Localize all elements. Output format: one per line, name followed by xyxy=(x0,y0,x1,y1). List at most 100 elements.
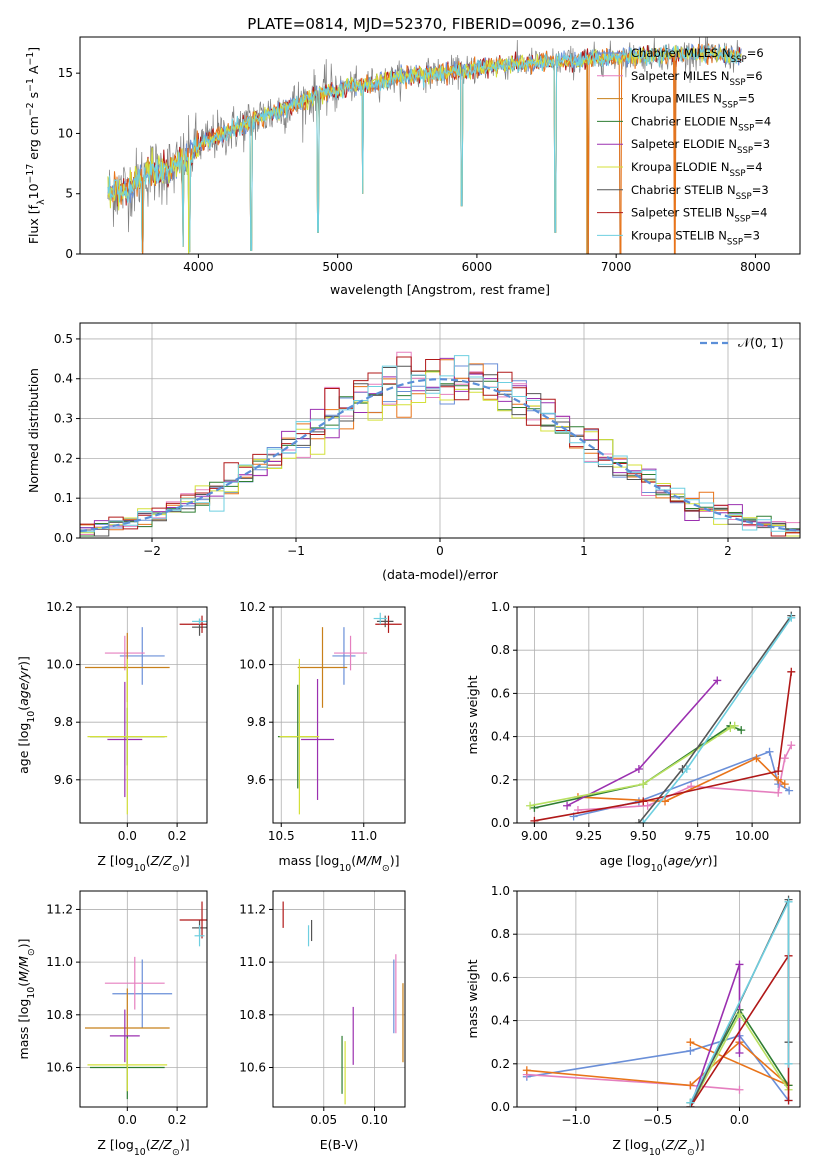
legend-label: Kroupa MILES NSSP=5 xyxy=(631,92,755,111)
y-tick-label: 0 xyxy=(65,247,73,261)
figure-title: PLATE=0814, MJD=52370, FIBERID=0096, z=0… xyxy=(247,15,634,33)
mass-weight-point xyxy=(522,1066,531,1075)
axes-frame: −1.0 −0.5 0.0 0.0 0.2 0.4 0.6 0.8 1.0 Z [log10(Z/… xyxy=(465,884,801,1158)
y-tick-label: 10.6 xyxy=(239,1060,266,1074)
legend-label: Chabrier STELIB NSSP=3 xyxy=(631,183,769,202)
y-tick-label: 0.2 xyxy=(54,451,73,465)
histogram-line xyxy=(80,356,800,537)
mass-weight-line xyxy=(529,725,736,807)
mass-weight-point xyxy=(530,816,539,823)
y-tick-label: 0.4 xyxy=(491,730,510,744)
axes-frame: 0.0 0.2 10.6 10.8 11.0 11.2 Z [log10(Z/Z⊙)] mas… xyxy=(16,890,208,1158)
x-tick-label: 10.5 xyxy=(268,829,295,843)
y-tick-label: 1.0 xyxy=(491,600,510,614)
x-tick-label: 0.0 xyxy=(730,1113,749,1127)
mass-weight-point xyxy=(787,741,796,750)
mass-weight-point xyxy=(752,754,761,763)
legend-label: Kroupa STELIB NSSP=3 xyxy=(631,228,760,247)
mass-weight-point xyxy=(682,765,691,773)
x-tick-label: 7000 xyxy=(601,260,632,274)
x-tick-label: −0.5 xyxy=(643,1113,672,1127)
mass-weight-point xyxy=(735,1049,744,1057)
panel-mass-weight-vs-age: 9.00 9.25 9.50 9.75 10.00 0.0 0.2 0.4 0.6 0.8 1.0 a… xyxy=(465,600,801,874)
x-tick-label: 0.2 xyxy=(168,1113,187,1127)
x-axis-label: Z [log10(Z/Z⊙)] xyxy=(97,1137,189,1158)
y-tick-label: 10.8 xyxy=(239,1008,266,1022)
x-tick-label: 0.05 xyxy=(310,1113,337,1127)
x-tick-label: 0.10 xyxy=(361,1113,388,1127)
x-tick-label: −1 xyxy=(287,544,305,558)
y-tick-label: 11.2 xyxy=(239,902,266,916)
model-spectrum-line xyxy=(107,44,742,253)
y-axis-label: mass weight xyxy=(465,675,480,754)
x-axis-label: Z [log10(Z/Z⊙)] xyxy=(97,853,189,874)
plot-area xyxy=(84,901,207,1100)
histogram-line xyxy=(80,355,800,537)
legend-label: Chabrier MILES NSSP=6 xyxy=(631,46,764,65)
mass-weight-point xyxy=(563,801,572,810)
mass-weight-point xyxy=(774,788,783,797)
axes-box xyxy=(516,890,801,1108)
x-axis-label: wavelength [Angstrom, rest frame] xyxy=(330,282,550,297)
y-axis-label: Normed distribution xyxy=(26,368,41,493)
mass-weight-point xyxy=(730,721,739,730)
x-tick-label: 0.0 xyxy=(118,1113,137,1127)
mass-weight-line xyxy=(534,724,742,809)
y-tick-label: 0.4 xyxy=(54,372,73,386)
y-tick-label: 10 xyxy=(58,126,73,140)
legend-label: Salpeter ELODIE NSSP=3 xyxy=(631,137,770,156)
axes-frame: 9.00 9.25 9.50 9.75 10.00 0.0 0.2 0.4 0.6 0.8 1.0 a… xyxy=(465,600,801,874)
plot-area xyxy=(526,611,796,823)
x-axis-label: (data-model)/error xyxy=(382,567,499,582)
y-tick-label: 0.3 xyxy=(54,412,73,426)
panel-spectrum: 4000 5000 6000 7000 8000 0 5 10 15 wavelength [An… xyxy=(25,36,801,297)
x-tick-label: 2 xyxy=(724,544,732,558)
axes-frame: −2 −1 0 1 2 0.0 0.1 0.2 0.3 0.4 0.5 (data-model)/er… xyxy=(26,322,801,582)
mass-weight-point xyxy=(634,819,643,823)
legend-label: Salpeter STELIB NSSP=4 xyxy=(631,206,768,225)
mass-weight-point xyxy=(735,1085,744,1094)
y-axis-label: mass [log10(M/M⊙)] xyxy=(16,939,37,1060)
mass-weight-point xyxy=(713,676,722,685)
mass-weight-point xyxy=(686,1098,695,1107)
mass-weight-point xyxy=(787,613,796,622)
y-tick-label: 0.4 xyxy=(491,1014,510,1028)
x-tick-label: 10.00 xyxy=(735,829,769,843)
mass-weight-point xyxy=(774,767,783,776)
mass-weight-point xyxy=(686,1038,695,1047)
y-tick-label: 0.8 xyxy=(491,643,510,657)
x-tick-label: 8000 xyxy=(740,260,771,274)
y-tick-label: 0.2 xyxy=(491,773,510,787)
legend: Chabrier MILES NSSP=6 Salpeter MILES NSSP… xyxy=(597,46,771,247)
y-tick-label: 11.0 xyxy=(239,955,266,969)
mass-weight-point xyxy=(785,786,794,795)
y-tick-label: 9.8 xyxy=(54,715,73,729)
legend-label: Kroupa ELODIE NSSP=4 xyxy=(631,160,763,179)
x-tick-label: −2 xyxy=(143,544,161,558)
y-tick-label: 10.8 xyxy=(46,1008,73,1022)
mass-weight-point xyxy=(661,797,670,806)
panel-mass-weight-vs-Z: −1.0 −0.5 0.0 0.0 0.2 0.4 0.6 0.8 1.0 Z [log10(Z/… xyxy=(465,884,801,1158)
mass-weight-point xyxy=(639,797,648,806)
normal-curve-line xyxy=(80,378,800,533)
mass-weight-point xyxy=(737,726,746,735)
panel-mass-vs-EBV: 0.05 0.10 10.6 10.8 11.0 11.2 E(B-V) xyxy=(239,890,406,1152)
x-tick-label: 6000 xyxy=(462,260,493,274)
mass-weight-point xyxy=(686,1046,695,1055)
legend-label: 𝒩(0, 1) xyxy=(738,335,784,350)
panel-age-vs-mass: 10.5 11.0 9.6 9.8 10.0 10.2 mass [log10(M/M⊙)] xyxy=(239,600,406,874)
mass-weight-point xyxy=(765,747,774,756)
y-tick-label: 0.6 xyxy=(491,686,510,700)
legend-label: Salpeter MILES NSSP=6 xyxy=(631,69,763,88)
y-tick-label: 0.1 xyxy=(54,491,73,505)
x-tick-label: 9.25 xyxy=(575,829,602,843)
y-tick-label: 0.0 xyxy=(491,816,510,830)
x-tick-label: −1.0 xyxy=(561,1113,590,1127)
plot-area xyxy=(282,901,404,1105)
mass-weight-point xyxy=(639,819,648,823)
x-tick-label: 0.0 xyxy=(118,829,137,843)
mass-weight-point xyxy=(735,1010,744,1019)
mass-weight-point xyxy=(774,775,783,784)
y-tick-label: 1.0 xyxy=(491,884,510,898)
